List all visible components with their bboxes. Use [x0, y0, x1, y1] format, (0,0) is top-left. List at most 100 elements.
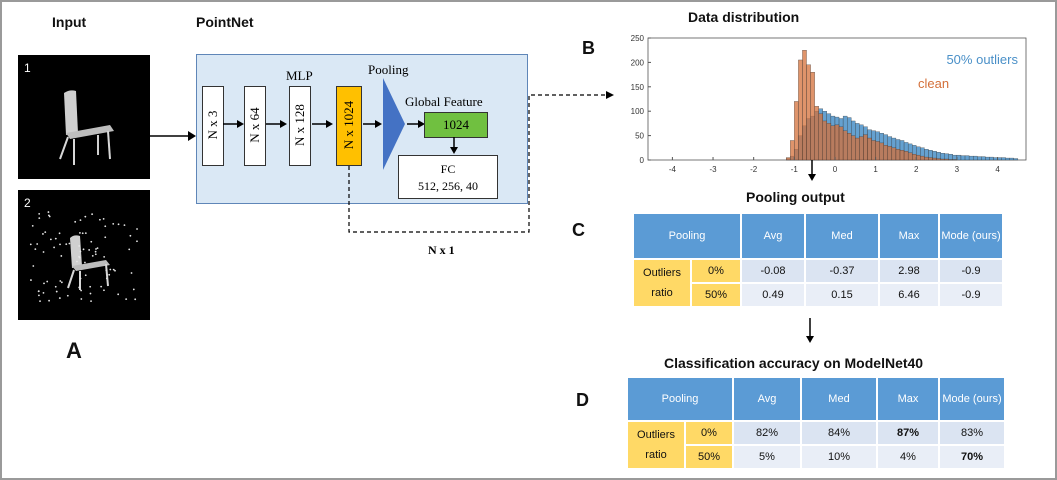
outlier-point — [130, 272, 133, 274]
header-med: Med — [802, 378, 876, 420]
block-n-x-1024: N x 1024 — [336, 86, 362, 166]
fc-sizes: 512, 256, 40 — [418, 179, 478, 193]
ratio-0: 0% — [692, 260, 740, 282]
outlier-point — [32, 265, 35, 267]
cell-avg-50: 5% — [734, 446, 800, 468]
outlier-point — [89, 292, 92, 295]
input-arrow — [150, 131, 196, 141]
histogram-bar — [834, 124, 840, 161]
histogram-bar — [973, 155, 978, 161]
histogram-bar — [871, 140, 876, 161]
histogram-bar — [891, 147, 897, 161]
outlier-point — [55, 290, 58, 293]
outlier-point — [90, 240, 93, 243]
histogram-bar — [977, 156, 982, 161]
arrow-1 — [223, 120, 244, 128]
header-mode: Mode (ours) — [940, 378, 1004, 420]
outlier-point — [103, 255, 106, 258]
outlier-point — [84, 274, 87, 277]
cell-max-50: 6.46 — [880, 284, 938, 306]
chart-down-arrow — [808, 160, 816, 181]
histogram-bar — [895, 149, 901, 161]
outlier-point — [80, 298, 83, 300]
histogram-bar — [859, 136, 864, 161]
global-feature-label: Global Feature — [405, 94, 483, 109]
outlier-point — [114, 269, 116, 272]
outlier-point — [76, 260, 78, 263]
outlier-point — [91, 254, 94, 257]
sample-number-1: 1 — [24, 61, 31, 75]
cell-max-0: 2.98 — [880, 260, 938, 282]
arrow-3 — [312, 120, 333, 128]
header-pooling: Pooling — [634, 214, 740, 258]
outlier-point — [117, 223, 120, 226]
accuracy-table: Pooling Avg Med Max Mode (ours) Outliers… — [626, 376, 1006, 470]
y-tick-label: 100 — [631, 107, 645, 116]
cell-mode-50: 70% — [940, 446, 1004, 468]
outlier-point — [36, 243, 39, 245]
histogram-bar — [899, 150, 905, 161]
block-n-x-128: N x 128 — [289, 86, 311, 166]
outlier-point — [79, 232, 81, 234]
histogram-bar — [928, 157, 933, 161]
cell-med-50: 10% — [802, 446, 876, 468]
x-tick-label: 4 — [995, 165, 1000, 174]
histogram-bar — [952, 154, 958, 161]
histogram-bar — [944, 158, 949, 161]
header-med: Med — [806, 214, 878, 258]
histogram-bar — [940, 158, 945, 161]
outlier-point — [96, 247, 99, 250]
cell-avg-50: 0.49 — [742, 284, 804, 306]
y-tick-label: 50 — [635, 132, 644, 141]
chair-outliers-image — [29, 211, 138, 303]
outlier-point — [84, 261, 86, 264]
table-down-arrow — [806, 318, 814, 343]
outlier-point — [43, 282, 45, 285]
chart-title: Data distribution — [688, 9, 800, 25]
outlier-point — [59, 243, 61, 246]
row-label-outliers: Outliers — [637, 429, 675, 441]
x-tick-label: -4 — [669, 165, 677, 174]
outlier-point — [54, 285, 57, 288]
histogram-bar — [912, 153, 917, 161]
outlier-point — [84, 215, 87, 218]
pointnet-title: PointNet — [196, 14, 254, 30]
histogram-bar — [1005, 157, 1010, 161]
panel-label-b: B — [582, 38, 595, 58]
cell-med-0: 84% — [802, 422, 876, 444]
histogram-bar — [1001, 157, 1006, 161]
histogram-bar — [936, 158, 941, 161]
outlier-point — [123, 224, 126, 227]
y-tick-label: 150 — [631, 83, 645, 92]
arrow-4 — [363, 120, 382, 128]
histogram-bar — [968, 155, 974, 161]
row-label-ratio: ratio — [651, 287, 673, 299]
histogram-bar — [1013, 158, 1019, 161]
histogram-bar — [916, 154, 921, 161]
mlp-label: MLP — [286, 68, 313, 83]
header-max: Max — [878, 378, 938, 420]
outlier-point — [42, 251, 45, 253]
header-mode: Mode (ours) — [940, 214, 1002, 258]
histogram-bar — [786, 157, 791, 161]
outlier-point — [90, 300, 92, 302]
outlier-point — [54, 237, 57, 240]
outlier-point — [104, 236, 107, 239]
outlier-point — [38, 212, 41, 215]
histogram-bar — [907, 152, 913, 161]
outlier-point — [65, 243, 68, 246]
outlier-point — [100, 285, 103, 288]
outlier-point — [132, 288, 135, 291]
histogram-bar — [879, 142, 884, 161]
histogram-bar — [985, 156, 990, 161]
histogram-bar — [830, 125, 836, 161]
outlier-point — [47, 214, 50, 217]
histogram-bar — [997, 157, 1002, 161]
cell-avg-0: -0.08 — [742, 260, 804, 282]
histogram-bar — [924, 156, 929, 161]
outlier-point — [79, 277, 82, 280]
ratio-50: 50% — [692, 284, 740, 306]
histogram-chart: -4 -3 -2 -1 0 1 2 3 4 0 50 100 150 200 250 50% outlier… — [631, 34, 1027, 174]
histogram-bar — [960, 155, 966, 161]
global-feature-block: 1024 — [424, 112, 488, 138]
